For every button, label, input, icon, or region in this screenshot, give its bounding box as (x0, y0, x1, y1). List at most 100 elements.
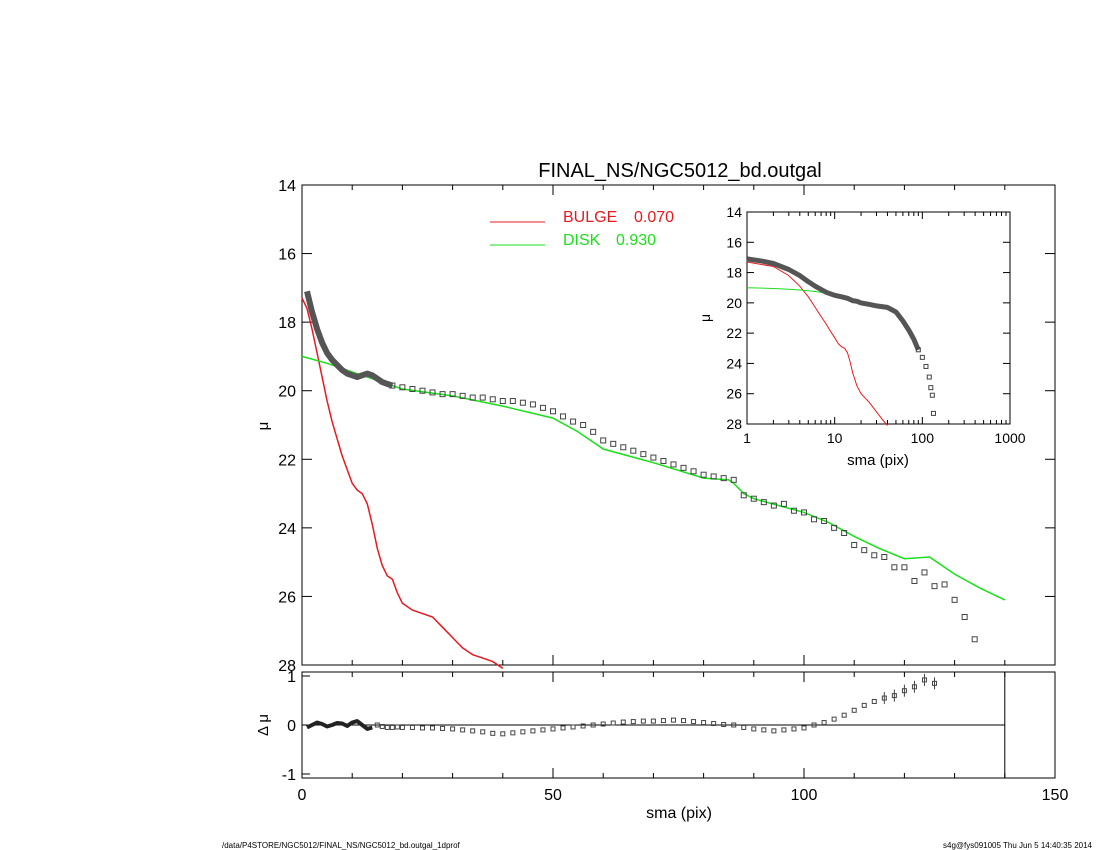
inset-x-tick-label: 1000 (994, 430, 1025, 446)
data-point (922, 570, 927, 575)
legend-bulge-label: BULGE (563, 209, 617, 226)
data-point (671, 462, 676, 467)
data-point (571, 419, 576, 424)
data-point (601, 438, 606, 443)
legend: BULGE 0.070 DISK 0.930 (490, 209, 674, 249)
residual-point (521, 730, 525, 734)
data-point (551, 409, 556, 414)
data-point (581, 423, 586, 428)
residual-point (752, 727, 756, 731)
residual-point (852, 708, 856, 712)
residual-point (390, 725, 394, 729)
main-y-tick-label: 26 (278, 589, 296, 606)
inset-y-tick-label: 20 (726, 295, 742, 311)
data-point (500, 399, 505, 404)
data-point (701, 472, 706, 477)
residual-point (792, 727, 796, 731)
data-point (520, 400, 525, 405)
residual-point (842, 713, 846, 717)
residual-point (742, 725, 746, 729)
data-point (942, 582, 947, 587)
inset-plot-frame (747, 212, 1010, 424)
residual-y-tick-label: 0 (287, 718, 296, 735)
residual-point (702, 721, 706, 725)
x-tick-label: 100 (791, 787, 818, 804)
bulge-line (302, 298, 503, 668)
residual-point (410, 725, 414, 729)
residual-point (451, 727, 455, 731)
residual-y-tick-label: -1 (282, 767, 296, 784)
residual-ticks: -1010 50 100 150 (282, 669, 1069, 804)
footer-timestamp: s4g@fys091005 Thu Jun 5 14:40:35 2014 (943, 841, 1093, 850)
residual-y-tick-label: 1 (287, 669, 296, 686)
main-y-axis-label: μ (255, 422, 272, 431)
legend-bulge-value: 0.070 (634, 209, 674, 226)
residual-point (400, 725, 404, 729)
residual-point (682, 719, 686, 723)
residual-point (531, 729, 535, 733)
data-point (621, 445, 626, 450)
residual-point (551, 727, 555, 731)
residual-point (431, 726, 435, 730)
main-y-tick-label: 14 (278, 178, 296, 195)
inset-x-tick-label: 100 (911, 430, 935, 446)
residual-point (501, 732, 505, 736)
data-point (912, 579, 917, 584)
data-point (781, 501, 786, 506)
main-y-tick-label: 22 (278, 452, 296, 469)
data-point (892, 565, 897, 570)
residual-point (561, 726, 565, 730)
inset-y-tick-label: 28 (726, 416, 742, 432)
data-point (540, 405, 545, 410)
inset-y-tick-label: 26 (726, 386, 742, 402)
footer-file-path: /data/P4STORE/NGC5012/FINAL_NS/NGC5012_b… (222, 841, 461, 850)
inset-y-tick-label: 22 (726, 325, 742, 341)
residual-point (385, 725, 389, 729)
residual-point (782, 728, 786, 732)
residual-point (762, 728, 766, 732)
data-point (661, 459, 666, 464)
inset-panel: 14161820222426281 10 100 1000 μ sma (pix) (697, 204, 1026, 469)
data-point (681, 465, 686, 470)
residual-point (832, 717, 836, 721)
data-point (480, 395, 485, 400)
data-point (651, 455, 656, 460)
residual-point (541, 728, 545, 732)
data-point (962, 615, 967, 620)
data-point (932, 584, 937, 589)
residual-point (621, 720, 625, 724)
residual-point (511, 731, 515, 735)
residual-point (441, 726, 445, 730)
data-point (852, 543, 857, 548)
residual-point (661, 719, 665, 723)
residual-point (571, 725, 575, 729)
residual-point (651, 719, 655, 723)
data-dense-profile (307, 291, 392, 385)
data-point (510, 399, 515, 404)
legend-disk-value: 0.930 (616, 232, 656, 249)
chart-title: FINAL_NS/NGC5012_bd.outgal (538, 160, 822, 182)
data-point (611, 441, 616, 446)
data-point (591, 429, 596, 434)
legend-disk-label: DISK (563, 232, 601, 249)
inset-x-axis-label: sma (pix) (847, 452, 909, 469)
data-point (972, 637, 977, 642)
residual-point (461, 728, 465, 732)
x-tick-label: 50 (544, 787, 562, 804)
residual-point (395, 725, 399, 729)
inset-y-tick-label: 14 (726, 204, 742, 220)
inset-y-tick-label: 18 (726, 265, 742, 281)
residual-point (481, 730, 485, 734)
main-y-tick-label: 18 (278, 315, 296, 332)
inset-y-tick-label: 16 (726, 234, 742, 250)
residual-point (491, 731, 495, 735)
data-point (902, 565, 907, 570)
main-y-tick-label: 20 (278, 384, 296, 401)
residual-point (671, 718, 675, 722)
residual-point (692, 720, 696, 724)
residual-point (611, 721, 615, 725)
residual-series-group (307, 674, 937, 736)
inset-y-tick-label: 24 (726, 355, 742, 371)
residual-x-axis-label: sma (pix) (646, 805, 712, 822)
